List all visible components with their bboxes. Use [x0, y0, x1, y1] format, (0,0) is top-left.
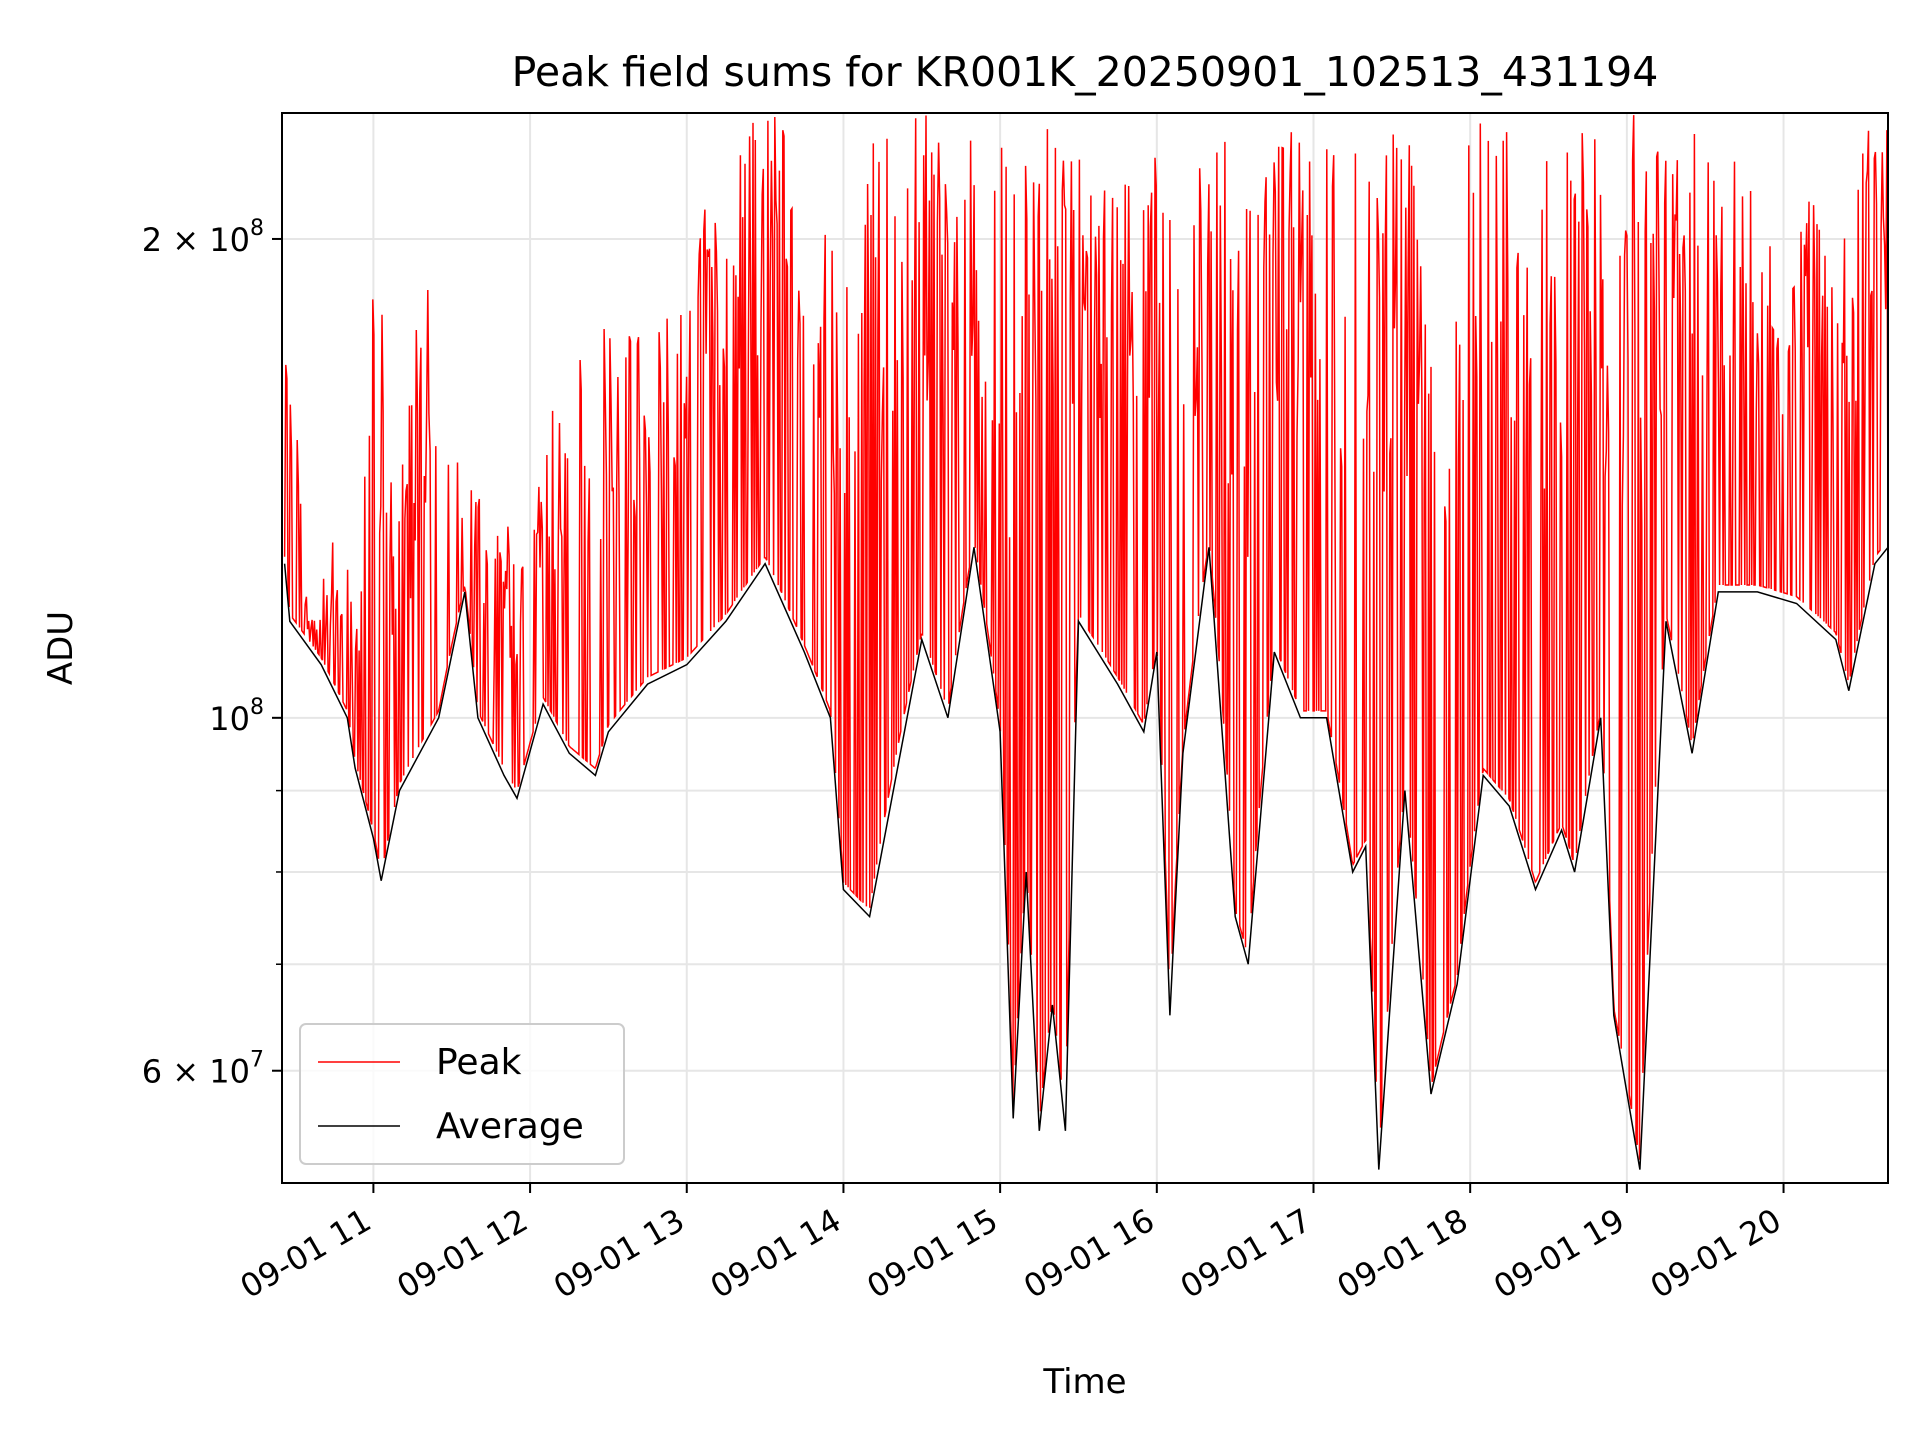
chart-title: Peak field sums for KR001K_20250901_1025…: [512, 48, 1659, 96]
plot-frame: [281, 112, 1889, 1184]
x-axis-label: Time: [1042, 1362, 1126, 1402]
series-line-average: [283, 546, 1889, 1170]
y-axis-label: ADU: [41, 611, 81, 685]
y-tick-label: 6 × 107: [142, 1048, 264, 1091]
series-layer: [283, 115, 1889, 1170]
legend-label-average: Average: [436, 1106, 584, 1147]
legend: Peak Average: [299, 1023, 625, 1165]
y-tick-label: 108: [209, 695, 264, 738]
y-tick-label: 2 × 108: [142, 216, 264, 259]
legend-box: [299, 1023, 625, 1165]
series-line-peak: [283, 115, 1889, 1160]
legend-label-peak: Peak: [436, 1042, 522, 1083]
y-axis-ticks: 2 × 108 108 6 × 107: [142, 216, 282, 1091]
